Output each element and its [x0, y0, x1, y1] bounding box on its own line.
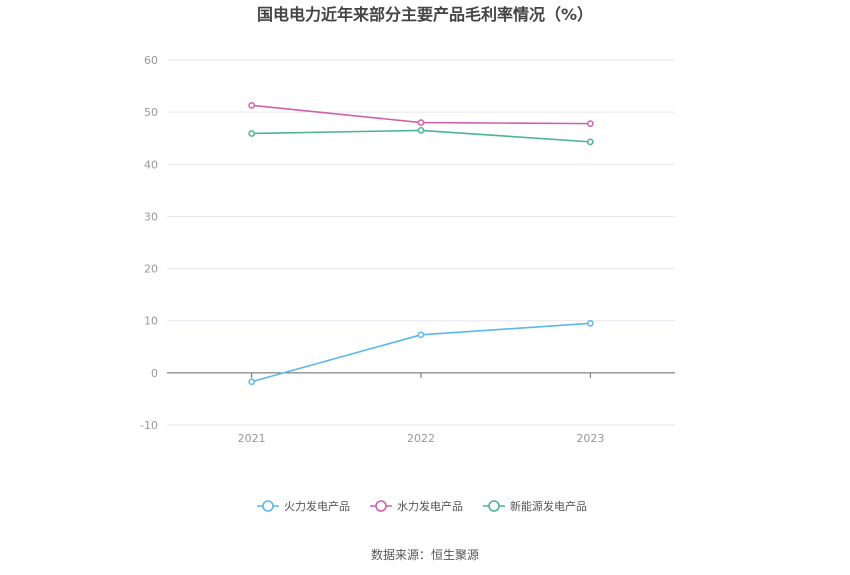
legend: 火力发电产品 水力发电产品 新能源发电产品: [257, 499, 587, 513]
grid: [167, 59, 675, 426]
data-point: [248, 378, 256, 386]
legend-label: 新能源发电产品: [510, 499, 587, 513]
legend-label: 火力发电产品: [284, 499, 350, 513]
y-tick-label: 40: [144, 158, 158, 171]
data-point: [417, 331, 425, 339]
y-tick-label: 20: [144, 263, 158, 276]
x-tick-label: 2021: [238, 432, 266, 445]
data-source: 数据来源：恒生聚源: [371, 547, 479, 562]
series-lines: [248, 102, 594, 386]
y-tick-label: 10: [144, 315, 158, 328]
x-axis: 2021 2022 2023: [238, 372, 604, 445]
data-point: [417, 119, 425, 126]
y-tick-label: 30: [144, 210, 158, 223]
data-point: [417, 127, 425, 134]
legend-label: 水力发电产品: [397, 499, 463, 513]
y-tick-label: 0: [151, 367, 158, 380]
y-axis: 60 50 40 30 20 10 0 -10: [140, 54, 158, 432]
legend-marker: [262, 500, 274, 512]
x-tick-label: 2022: [407, 432, 435, 445]
y-tick-label: 50: [144, 106, 158, 119]
x-tick-label: 2023: [576, 432, 604, 445]
data-point: [586, 138, 594, 146]
data-point: [248, 102, 256, 109]
legend-marker: [488, 500, 500, 512]
data-point: [586, 120, 594, 127]
y-tick-label: -10: [140, 419, 158, 432]
chart-title: 国电电力近年来部分主要产品毛利率情况（%）: [257, 5, 593, 24]
y-tick-label: 60: [144, 54, 158, 67]
data-point: [248, 130, 256, 137]
data-point: [586, 319, 594, 327]
legend-marker: [375, 500, 387, 512]
